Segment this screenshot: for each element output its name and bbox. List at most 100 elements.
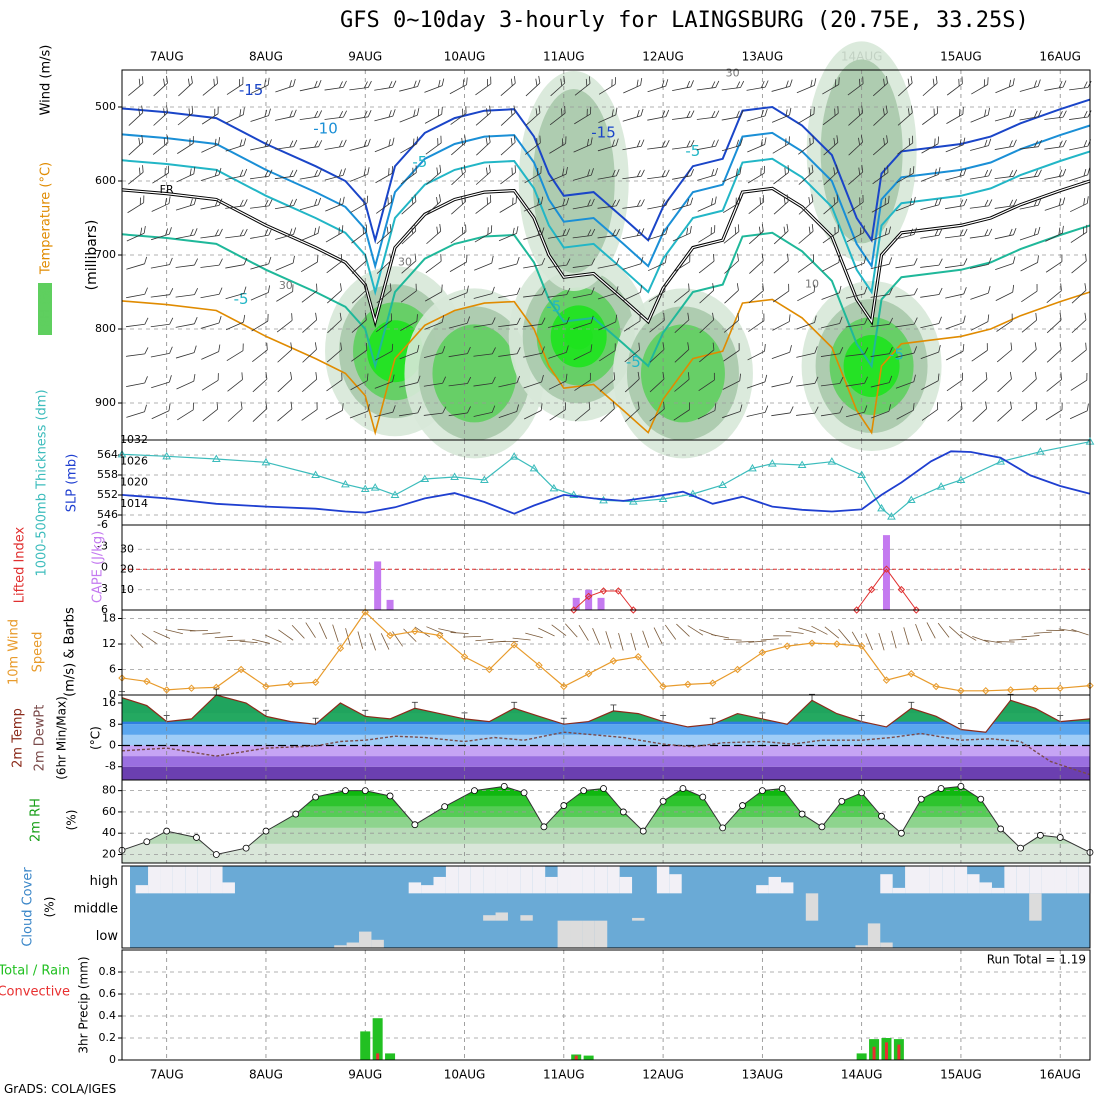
wind-barb-shaft bbox=[349, 87, 369, 91]
wind-barb bbox=[647, 109, 670, 121]
surface-wind-barb bbox=[1021, 635, 1040, 638]
wind-barb-shaft bbox=[424, 321, 443, 330]
wind-barb-flag bbox=[363, 168, 366, 176]
wind-barb-shaft bbox=[375, 173, 393, 184]
wind-speed-marker bbox=[187, 684, 196, 692]
wind-barb bbox=[274, 198, 297, 210]
wind-barb-shaft bbox=[426, 230, 441, 245]
wind-barb-flag bbox=[268, 139, 272, 147]
temp-axis-label-2: 2m DewPt bbox=[33, 705, 48, 772]
wind-barb-flag bbox=[938, 228, 943, 236]
wind-barb-flag bbox=[1062, 197, 1066, 205]
wind-barb-shaft bbox=[697, 410, 716, 420]
wind-barb-flag bbox=[367, 167, 370, 175]
wind-barb-shaft bbox=[796, 322, 815, 330]
wind-barb-shaft bbox=[178, 82, 193, 97]
wind-barb-flag bbox=[987, 77, 989, 85]
wind-barb bbox=[351, 283, 367, 304]
wind-barb bbox=[971, 77, 989, 95]
cape-tick-label: 30 bbox=[120, 542, 134, 555]
surface-wind-barb-group bbox=[1033, 631, 1052, 634]
cloud-bar-high bbox=[954, 866, 968, 894]
wind-barb-shaft bbox=[275, 233, 294, 240]
wind-barb bbox=[895, 288, 918, 298]
wind-barb-flag bbox=[193, 197, 197, 205]
pressure-tick-label: 800 bbox=[95, 322, 116, 335]
wind-barb bbox=[721, 109, 744, 121]
wind-barb bbox=[1045, 254, 1063, 273]
wind-barb-shaft bbox=[448, 383, 468, 387]
wind-barb-shaft bbox=[425, 142, 442, 155]
wind-barb-flag bbox=[839, 347, 844, 354]
rh-legend-swatch bbox=[38, 283, 52, 335]
wind-barb-flag bbox=[339, 140, 343, 148]
wind-barb-shaft bbox=[1046, 349, 1062, 363]
wind-barb bbox=[821, 285, 842, 300]
wind-speed-marker bbox=[311, 678, 320, 686]
wind-barb-flag bbox=[837, 224, 839, 232]
surface-wind-barb bbox=[357, 631, 364, 649]
wind-barb bbox=[871, 404, 892, 419]
surface-wind-barb-group bbox=[153, 630, 171, 639]
surface-wind-barb-group bbox=[291, 624, 305, 639]
wind-barb-shaft bbox=[698, 231, 715, 243]
wind-barb-flag bbox=[513, 105, 516, 113]
wind-barb-shaft bbox=[920, 173, 939, 182]
wind-barb-flag bbox=[1009, 110, 1013, 118]
wind-barb-flag bbox=[566, 228, 570, 236]
wind-barb bbox=[448, 346, 471, 358]
surface-wind-barb bbox=[525, 632, 543, 639]
wind-barb-flag bbox=[935, 75, 938, 84]
wind-barb bbox=[724, 283, 739, 304]
wind-barb-flag bbox=[188, 108, 191, 116]
surface-wind-barb-group bbox=[239, 640, 258, 644]
wind-barb bbox=[176, 166, 196, 183]
wind-barb-flag bbox=[265, 371, 268, 380]
wind-barb-flag bbox=[491, 405, 496, 413]
surface-wind-barb bbox=[748, 640, 767, 643]
wind-barb bbox=[724, 253, 739, 274]
wind-barb bbox=[500, 135, 516, 156]
wind-barb-flag bbox=[417, 375, 421, 383]
wind-barb-shaft bbox=[995, 85, 1014, 94]
wind-barb-shaft bbox=[424, 85, 443, 93]
wind-barb-flag bbox=[541, 227, 545, 235]
wind-barb-flag bbox=[267, 77, 270, 86]
wind-barb bbox=[1046, 283, 1062, 304]
wind-barb bbox=[523, 288, 546, 298]
wind-barb bbox=[350, 195, 369, 213]
wind-barb-shaft bbox=[946, 379, 963, 392]
rh-marker bbox=[758, 787, 766, 795]
wind-barb-shaft bbox=[673, 261, 690, 273]
lifted-index-marker bbox=[852, 606, 861, 614]
surface-wind-barb bbox=[141, 632, 157, 645]
wind-barb bbox=[1022, 342, 1037, 363]
wind-barb-flag bbox=[1058, 198, 1062, 206]
rh-marker bbox=[341, 787, 349, 795]
wind-barb-shaft bbox=[349, 116, 369, 121]
cloud-bar-high bbox=[991, 887, 1005, 894]
temperature-line bbox=[121, 694, 1091, 733]
precip-tick-label: 0.4 bbox=[99, 1009, 117, 1022]
rh-blob bbox=[432, 324, 517, 423]
wind-barb-flag bbox=[214, 229, 219, 237]
cloud-bar-high bbox=[780, 882, 794, 894]
wind-barb-shaft bbox=[200, 204, 220, 210]
wind-barb-flag bbox=[665, 198, 670, 206]
wind-barb-flag bbox=[240, 401, 243, 409]
wind-barb bbox=[476, 135, 491, 156]
surface-wind-barb bbox=[618, 633, 624, 651]
wind-barb-flag bbox=[166, 135, 169, 143]
wind-barb bbox=[400, 283, 417, 303]
wind-barb-flag bbox=[1060, 372, 1062, 380]
cloud-bar-high bbox=[607, 866, 620, 894]
upper-air-legend: Wind (m/s) bbox=[39, 45, 54, 116]
wind-barb-flag bbox=[887, 165, 889, 173]
wind-barb-shaft bbox=[624, 378, 640, 393]
wind-barb-flag bbox=[442, 345, 446, 354]
wind-barb-shaft bbox=[574, 83, 591, 96]
wind-barb bbox=[994, 169, 1018, 180]
surface-wind-barb bbox=[165, 629, 183, 635]
wind-barb-flag bbox=[661, 170, 666, 177]
